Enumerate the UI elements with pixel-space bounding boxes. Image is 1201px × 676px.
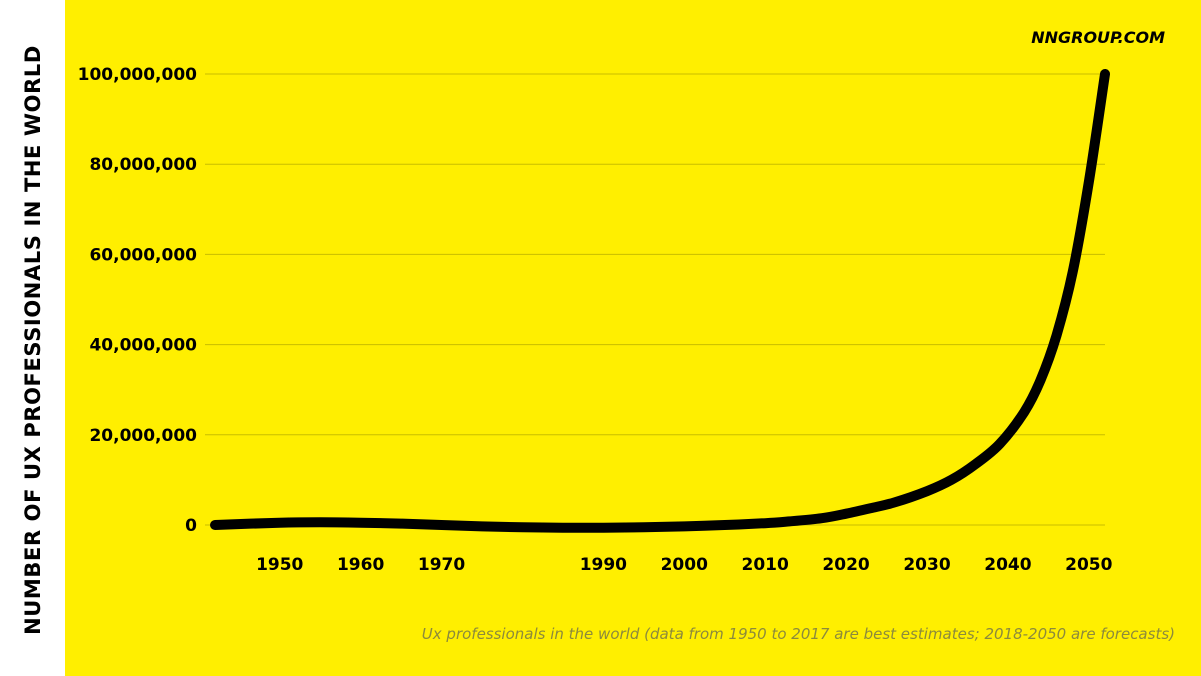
y-axis-label-area: NUMBER OF UX PROFESSIONALS IN THE WORLD [0, 0, 65, 676]
y-tick-labels: 0 20,000,000 40,000,000 60,000,000 80,000,00… [78, 65, 198, 536]
y-tick-label: 60,000,000 [89, 245, 197, 265]
y-axis-label-container: NUMBER OF UX PROFESSIONALS IN THE WORLD [0, 0, 65, 676]
line-chart: 0 20,000,000 40,000,000 60,000,000 80,000,00… [78, 65, 1113, 575]
series-group [210, 69, 1110, 533]
x-tick-label: 1990 [580, 555, 627, 575]
x-tick-label: 1960 [337, 555, 384, 575]
y-tick-label: 80,000,000 [89, 155, 197, 175]
x-tick-label: 1950 [256, 555, 303, 575]
brand-label[interactable]: NNGROUP.COM [1031, 28, 1165, 47]
y-tick-label: 40,000,000 [89, 336, 197, 356]
x-tick-label: 2040 [984, 555, 1031, 575]
y-tick-label: 0 [185, 516, 197, 536]
y-axis-label: NUMBER OF UX PROFESSIONALS IN THE WORLD [21, 45, 45, 635]
chart-panel: 0 20,000,000 40,000,000 60,000,000 80,000,00… [65, 0, 1201, 676]
x-tick-label: 2000 [661, 555, 708, 575]
chart-caption: Ux professionals in the world (data from… [421, 625, 1175, 643]
x-tick-label: 2050 [1065, 555, 1112, 575]
x-tick-labels: 1950 1960 1970 1990 2000 2010 2020 2030 2040 2050 [256, 555, 1113, 575]
y-tick-label: 20,000,000 [89, 426, 197, 446]
x-tick-label: 2020 [822, 555, 869, 575]
series-line [210, 69, 1110, 533]
gridlines [205, 73, 1105, 526]
x-tick-label: 2010 [742, 555, 789, 575]
x-tick-label: 2030 [903, 555, 950, 575]
y-tick-label: 100,000,000 [78, 65, 198, 85]
x-tick-label: 1970 [418, 555, 465, 575]
